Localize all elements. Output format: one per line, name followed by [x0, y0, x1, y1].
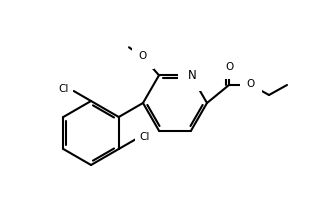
Text: O: O — [226, 62, 234, 72]
Text: O: O — [139, 51, 147, 61]
Text: N: N — [188, 69, 196, 82]
Text: Cl: Cl — [59, 84, 69, 94]
Text: O: O — [247, 79, 255, 89]
Text: Cl: Cl — [139, 132, 149, 142]
